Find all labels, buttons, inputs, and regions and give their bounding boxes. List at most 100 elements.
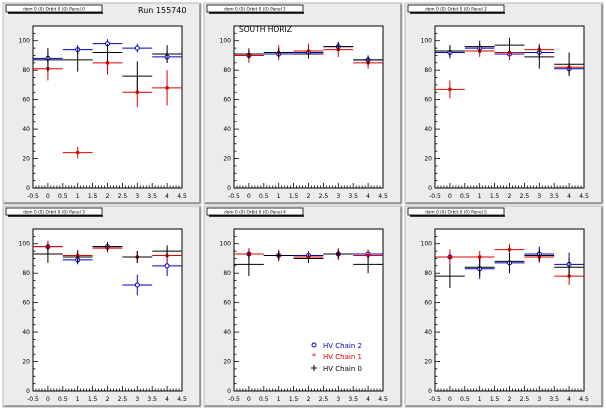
x-tick-label: 4 [366, 396, 370, 403]
x-tick-label: 2.5 [319, 193, 329, 200]
panel-title: dom 0 (0) Orbit 0 (0) Panel 2 [425, 7, 487, 13]
panel-title: dom 0 (0) Orbit 0 (0) Panel 5 [425, 210, 487, 216]
marker-star [165, 86, 169, 90]
data-point [92, 242, 123, 252]
x-tick-label: 3.5 [549, 193, 559, 200]
data-point [323, 42, 354, 52]
x-tick-label: 1 [277, 193, 281, 200]
data-point [122, 274, 153, 296]
y-tick-label: 40 [223, 329, 231, 336]
legend-label: HV Chain 1 [323, 353, 362, 361]
data-point [494, 243, 525, 256]
x-tick-label: 3 [135, 193, 139, 200]
marker-open-circle [134, 45, 140, 51]
y-tick-label: 0 [227, 185, 231, 192]
y-tick-label: 100 [220, 38, 232, 45]
x-tick-label: 2.5 [520, 193, 530, 200]
title-box-frame [5, 4, 103, 13]
x-tick-label: 4.5 [579, 193, 589, 200]
data-point [234, 252, 264, 277]
y-tick-label: 100 [220, 241, 232, 248]
y-tick-label: 0 [26, 185, 30, 192]
legend-entry: HV Chain 0 [311, 365, 362, 373]
panel-3: dom 0 (0) Orbit 0 (0) Panel 302040608010… [2, 205, 202, 408]
y-tick-label: 40 [22, 329, 30, 336]
x-tick-label: 0.5 [259, 396, 269, 403]
y-tick-label: 100 [421, 38, 433, 45]
x-tick-label: 0.5 [460, 193, 470, 200]
marker-star [135, 90, 140, 95]
title-box-frame [5, 207, 103, 216]
y-tick-label: 20 [223, 156, 231, 163]
x-tick-label: 4.5 [378, 193, 388, 200]
run-label: Run 155740 [138, 6, 186, 15]
y-tick-label: 80 [22, 270, 30, 277]
y-tick-label: 0 [428, 388, 432, 395]
panel-annotation: SOUTH HORIZ [239, 25, 292, 34]
x-tick-label: 1.5 [88, 193, 98, 200]
marker-star [477, 255, 482, 259]
data-point [33, 245, 63, 263]
data-point [524, 249, 555, 262]
y-tick-label: 40 [424, 126, 432, 133]
panel-title-box: dom 0 (0) Orbit 0 (0) Panel 4 [206, 207, 304, 217]
y-tick-label: 100 [421, 241, 433, 248]
x-tick-label: 2 [307, 396, 311, 403]
y-tick-label: 80 [424, 67, 432, 74]
x-tick-label: -0.5 [27, 193, 39, 200]
x-tick-label: 3 [537, 193, 541, 200]
panel-title: dom 0 (0) Orbit 0 (0) Panel 3 [23, 210, 85, 216]
x-tick-label: 1 [478, 396, 482, 403]
y-tick-label: 40 [223, 126, 231, 133]
panel-0: dom 0 (0) Orbit 0 (0) Panel 002040608010… [2, 2, 202, 205]
data-point [464, 40, 495, 53]
x-tick-label: 4 [165, 396, 169, 403]
x-tick-label: -0.5 [228, 396, 240, 403]
y-tick-label: 20 [424, 359, 432, 366]
y-tick-label: 40 [424, 329, 432, 336]
legend-marker-open-circle [311, 342, 317, 348]
x-tick-label: 0.5 [460, 396, 470, 403]
data-point [62, 146, 93, 159]
x-tick-label: 4 [567, 396, 571, 403]
data-point [152, 45, 182, 63]
data-point [263, 251, 294, 260]
plot-frame [32, 25, 183, 189]
data-point [62, 48, 93, 72]
x-tick-label: 3.5 [549, 396, 559, 403]
data-point [464, 258, 495, 277]
panel-title-box: dom 0 (0) Orbit 0 (0) Panel 0 [5, 4, 103, 14]
x-tick-label: 2 [508, 396, 512, 403]
legend-label: HV Chain 2 [323, 342, 362, 350]
x-tick-label: -0.5 [27, 396, 39, 403]
data-point [494, 252, 525, 271]
legend-entry: HV Chain 2 [311, 342, 362, 350]
series-chain0 [33, 43, 182, 91]
marker-star [448, 255, 452, 259]
x-tick-label: -0.5 [429, 193, 441, 200]
y-tick-label: 60 [22, 300, 30, 307]
x-tick-label: 0 [247, 396, 251, 403]
y-tick-label: 60 [22, 97, 30, 104]
data-point [92, 43, 123, 62]
x-tick-label: 0.5 [58, 396, 68, 403]
y-tick-label: 20 [424, 156, 432, 163]
y-tick-label: 60 [223, 300, 231, 307]
data-point [293, 254, 324, 263]
data-point [234, 49, 264, 59]
marker-star [75, 150, 80, 155]
y-tick-label: 80 [223, 270, 231, 277]
x-tick-label: 3.5 [147, 193, 157, 200]
data-point [435, 249, 465, 265]
y-tick-label: 0 [227, 388, 231, 395]
marker-open-circle [134, 282, 140, 288]
x-tick-label: 4.5 [378, 396, 388, 403]
y-tick-label: 60 [424, 300, 432, 307]
data-point [152, 70, 182, 106]
marker-star [105, 61, 110, 65]
x-tick-label: 3.5 [348, 193, 358, 200]
x-tick-label: 0 [46, 396, 50, 403]
x-tick-label: 0.5 [259, 193, 269, 200]
y-tick-label: 80 [22, 67, 30, 74]
data-point [33, 48, 63, 72]
